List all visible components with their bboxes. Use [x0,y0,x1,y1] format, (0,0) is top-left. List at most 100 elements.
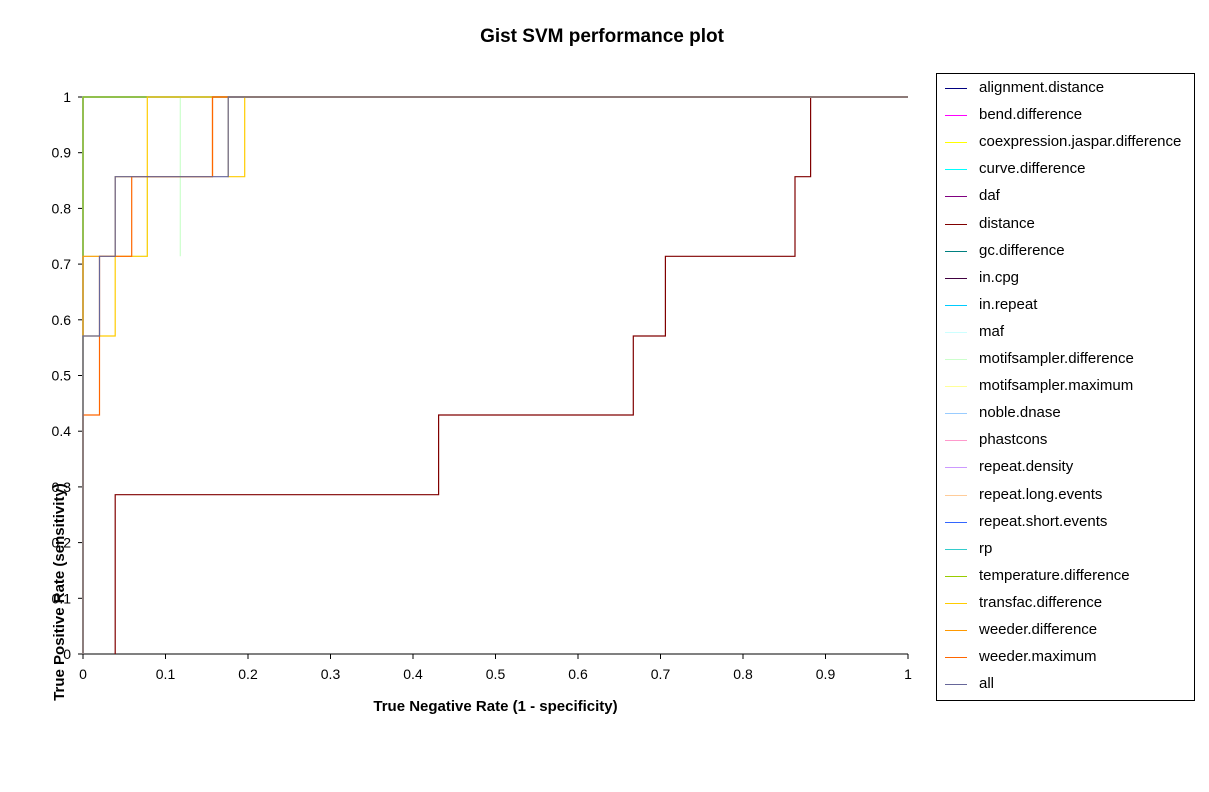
series-line-phastcons [82,96,908,654]
axes [78,96,909,659]
legend-label: distance [979,214,1035,232]
legend-item: noble.dnase [937,400,1194,427]
y-tick-label: 1 [63,89,71,105]
series-line-coexpression-jaspar-difference [82,96,908,654]
legend-swatch [945,630,967,631]
legend-item: transfac.difference [937,590,1194,617]
x-tick-label: 0 [79,666,87,682]
series-line-repeat-short-events [82,96,908,654]
legend-swatch [945,386,967,388]
legend-label: maf [979,322,1005,340]
series-line-repeat-long-events [82,96,908,654]
x-axis-label: True Negative Rate (1 - specificity) [373,698,618,715]
y-tick-label: 0.8 [52,200,72,216]
x-tick-label: 0.2 [238,666,258,682]
legend-swatch [945,602,967,604]
legend-item: distance [937,211,1194,238]
legend-label: in.repeat [979,295,1038,313]
legend-item: repeat.density [937,454,1194,481]
legend-label: alignment.distance [979,79,1105,96]
legend-item: in.repeat [937,292,1194,319]
legend-swatch [945,467,967,469]
legend-swatch [945,115,967,117]
legend-swatch [945,575,967,577]
series-line-distance [114,96,908,654]
legend-label: temperature.difference [979,566,1130,584]
series-line-weeder-difference [82,96,908,654]
legend-item: repeat.long.events [937,482,1194,509]
y-tick-label: 0 [63,646,71,662]
legend-label: repeat.long.events [979,485,1103,503]
legend-item: temperature.difference [937,563,1194,590]
legend-item: weeder.maximum [937,644,1194,671]
legend-label: noble.dnase [979,404,1061,422]
legend-label: daf [979,187,1000,205]
legend-swatch [945,657,967,659]
y-tick-label: 0.5 [52,368,72,384]
y-tick-label: 0.1 [52,590,72,606]
series-line-alignment-distance [82,96,908,654]
legend-item: motifsampler.difference [937,346,1194,373]
y-tick-label: 0.7 [52,256,72,272]
series-line-repeat-density [82,96,908,654]
series-line-weeder-maximum [82,96,908,654]
legend-label: transfac.difference [979,593,1103,611]
legend-swatch [945,250,967,252]
y-axis-label: True Positive Rate (sensitivity) [51,483,68,701]
tick-labels: 0 0.1 0.2 0.3 0.4 0.5 0.6 0.7 0.8 0.9 1 0 0.1 0.2 0.3 0… [52,89,913,682]
roc-chart: Gist SVM performance plot 0 0.1 0.2 0.3 0.4 0… [51,26,1195,715]
series-line-motifsampler-difference [82,96,908,654]
y-tick-label: 0.3 [52,479,72,495]
legend-item: coexpression.jaspar.difference [937,129,1194,156]
series-lines [82,96,908,654]
series-line-motifsampler-maximum [82,96,908,654]
legend: alignment.distance bend.difference coexpre… [936,73,1195,701]
series-line-maf [82,96,908,654]
legend-item: gc.difference [937,238,1194,265]
legend-item: rp [937,536,1194,563]
legend-swatch [945,169,967,171]
legend-label: motifsampler.difference [979,350,1134,367]
legend-item: phastcons [937,427,1194,454]
legend-label: all [979,675,995,693]
legend-swatch [945,359,967,360]
series-line-in-repeat [82,96,908,654]
y-tick-label: 0.6 [52,312,72,328]
legend-item: motifsampler.maximum [937,373,1194,400]
legend-swatch [945,223,967,225]
series-line-transfac-difference [82,96,908,654]
legend-swatch [945,142,967,144]
legend-swatch [945,88,967,89]
series-line-curve-difference [82,96,908,654]
legend-swatch [945,331,967,333]
legend-label: weeder.difference [979,621,1098,638]
series-line-bend-difference [82,96,908,654]
legend-label: gc.difference [979,241,1065,259]
legend-swatch [945,277,967,279]
legend-item: weeder.difference [937,617,1194,644]
legend-label: in.cpg [979,268,1020,286]
legend-item: all [937,671,1194,698]
x-tick-label: 0.7 [651,666,671,682]
plot-area: 0 0.1 0.2 0.3 0.4 0.5 0.6 0.7 0.8 0.9 1 0 0.1 0.2 0.3 0… [52,89,913,682]
legend-swatch [945,684,967,686]
x-tick-label: 0.9 [816,666,836,682]
series-line-gc-difference [82,96,908,654]
series-line-temperature-difference [82,96,908,654]
legend-label: rp [979,539,993,557]
legend-label: phastcons [979,431,1048,449]
legend-swatch [945,494,967,496]
x-tick-label: 0.8 [733,666,753,682]
y-tick-label: 0.9 [52,145,72,161]
legend-swatch [945,413,967,415]
legend-label: repeat.short.events [979,512,1108,530]
x-tick-label: 0.6 [568,666,588,682]
series-line-all [82,96,908,654]
y-tick-label: 0.2 [52,535,72,551]
series-line-rp [82,96,908,654]
series-line-daf [82,96,908,654]
y-tick-label: 0.4 [52,423,72,439]
legend-label: coexpression.jaspar.difference [979,133,1182,151]
legend-item: bend.difference [937,102,1194,129]
legend-item: daf [937,183,1194,210]
